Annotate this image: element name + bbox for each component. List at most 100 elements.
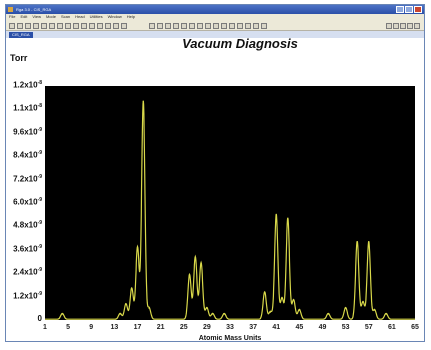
y-tick-exponent: -9 — [37, 150, 42, 157]
x-tick-label: 37 — [249, 324, 258, 331]
y-tick-label: 1.2x10-9 — [0, 291, 42, 301]
document-tab[interactable]: CIS_RGA — [9, 32, 33, 38]
y-tick-mantissa: 1.2x10 — [13, 291, 38, 301]
spectrum-peak — [356, 241, 358, 243]
x-tick-label: 21 — [156, 324, 165, 331]
toolbar-button[interactable] — [205, 23, 211, 29]
document-tab-bar: CIS_RGA — [6, 31, 424, 38]
toolbar-button[interactable] — [149, 23, 155, 29]
minimize-button[interactable] — [396, 6, 404, 13]
y-tick-mantissa: 9.6x10 — [13, 127, 38, 137]
toolbar-button[interactable] — [89, 23, 95, 29]
x-tick-label: 25 — [179, 324, 188, 331]
toolbar-button[interactable] — [213, 23, 219, 29]
spectrum-peak — [125, 303, 127, 305]
x-tick-label: 53 — [341, 324, 350, 331]
y-tick-label: 1.1x10-8 — [0, 103, 42, 113]
x-tick-label: 49 — [318, 324, 327, 331]
toolbar-button[interactable] — [253, 23, 259, 29]
toolbar-button[interactable] — [181, 23, 187, 29]
y-tick-mantissa: 8.4x10 — [13, 150, 38, 160]
y-tick-mantissa: 3.6x10 — [13, 244, 38, 254]
spectrum-peak — [131, 288, 133, 290]
spectrum-peak — [142, 101, 144, 103]
y-tick-mantissa: 7.2x10 — [13, 174, 38, 184]
toolbar-button[interactable] — [41, 23, 47, 29]
toolbar-button[interactable] — [113, 23, 119, 29]
x-tick-label: 33 — [226, 324, 234, 331]
menu-help[interactable]: Help — [126, 14, 136, 19]
spectrum-peak — [281, 297, 283, 300]
y-tick-label: 7.2x10-9 — [0, 174, 42, 184]
toolbar-button[interactable] — [245, 23, 251, 29]
toolbar-button[interactable] — [9, 23, 15, 29]
y-tick-exponent: -9 — [37, 173, 42, 180]
y-tick-exponent: -9 — [37, 290, 42, 297]
y-tick-exponent: -9 — [37, 267, 42, 274]
x-tick-label: 9 — [89, 324, 94, 331]
menu-utilities[interactable]: Utilities — [89, 14, 103, 19]
menu-head[interactable]: Head — [75, 14, 85, 19]
y-tick-label: 8.4x10-9 — [0, 150, 42, 160]
y-tick-exponent: -8 — [37, 80, 42, 86]
toolbar-button[interactable] — [17, 23, 23, 29]
toolbar-button[interactable] — [261, 23, 267, 29]
menu-mode[interactable]: Mode — [45, 14, 56, 19]
toolbar-button[interactable] — [33, 23, 39, 29]
y-tick-label: 0 — [0, 314, 42, 323]
toolbar-nav-button[interactable] — [414, 23, 420, 29]
y-tick-label: 6.0x10-9 — [0, 197, 42, 207]
toolbar-button[interactable] — [165, 23, 171, 29]
toolbar-button[interactable] — [197, 23, 203, 29]
toolbar-button[interactable] — [81, 23, 87, 29]
spectrum-peak — [136, 247, 139, 249]
toolbar-nav-button[interactable] — [407, 23, 413, 29]
menu-scan[interactable]: Scan — [60, 14, 71, 19]
y-tick-label: 2.4x10-9 — [0, 267, 42, 277]
spectrum-peak — [327, 313, 329, 315]
title-bar: Rga 3.0 - CIS_RGA — [6, 5, 424, 14]
maximize-button[interactable] — [405, 6, 413, 13]
spectrum-peak — [368, 241, 370, 243]
spectrum-peak — [362, 301, 364, 304]
x-tick-label: 41 — [272, 324, 281, 331]
menu-file[interactable]: File — [9, 14, 16, 19]
menu-view[interactable]: View — [32, 14, 41, 19]
spectrum-plot — [45, 100, 415, 320]
toolbar-button[interactable] — [105, 23, 111, 29]
toolbar — [6, 20, 424, 31]
y-tick-label: 1.2x10-8 — [0, 80, 42, 90]
y-tick-exponent: -9 — [37, 220, 42, 227]
toolbar-button[interactable] — [173, 23, 179, 29]
toolbar-button[interactable] — [189, 23, 195, 29]
toolbar-button[interactable] — [65, 23, 71, 29]
toolbar-nav-button[interactable] — [400, 23, 406, 29]
spectrum-peak — [61, 313, 63, 315]
toolbar-button[interactable] — [97, 23, 103, 29]
x-tick-label: 57 — [364, 324, 373, 331]
toolbar-button[interactable] — [49, 23, 55, 29]
toolbar-button[interactable] — [25, 23, 31, 29]
toolbar-button[interactable] — [57, 23, 63, 29]
y-tick-mantissa: 6.0x10 — [13, 197, 38, 207]
x-tick-label: 65 — [411, 324, 419, 331]
y-unit-label: Torr — [10, 53, 28, 63]
menu-edit[interactable]: Edit — [20, 14, 28, 19]
spectrum-peak — [188, 274, 191, 276]
x-tick-label: 45 — [295, 324, 304, 331]
y-tick-exponent: -9 — [37, 243, 42, 250]
menu-window[interactable]: Window — [107, 14, 122, 19]
toolbar-nav-button[interactable] — [386, 23, 392, 29]
toolbar-button[interactable] — [221, 23, 227, 29]
y-tick-label: 3.6x10-9 — [0, 244, 42, 254]
spectrum-peak — [223, 313, 225, 315]
spectrum-peak — [373, 309, 376, 311]
chart-title: Vacuum Diagnosis — [182, 36, 298, 51]
toolbar-button[interactable] — [157, 23, 163, 29]
toolbar-button[interactable] — [73, 23, 79, 29]
toolbar-nav-button[interactable] — [393, 23, 399, 29]
toolbar-button[interactable] — [121, 23, 127, 29]
close-button[interactable] — [414, 6, 422, 13]
toolbar-button[interactable] — [229, 23, 235, 29]
toolbar-button[interactable] — [237, 23, 243, 29]
